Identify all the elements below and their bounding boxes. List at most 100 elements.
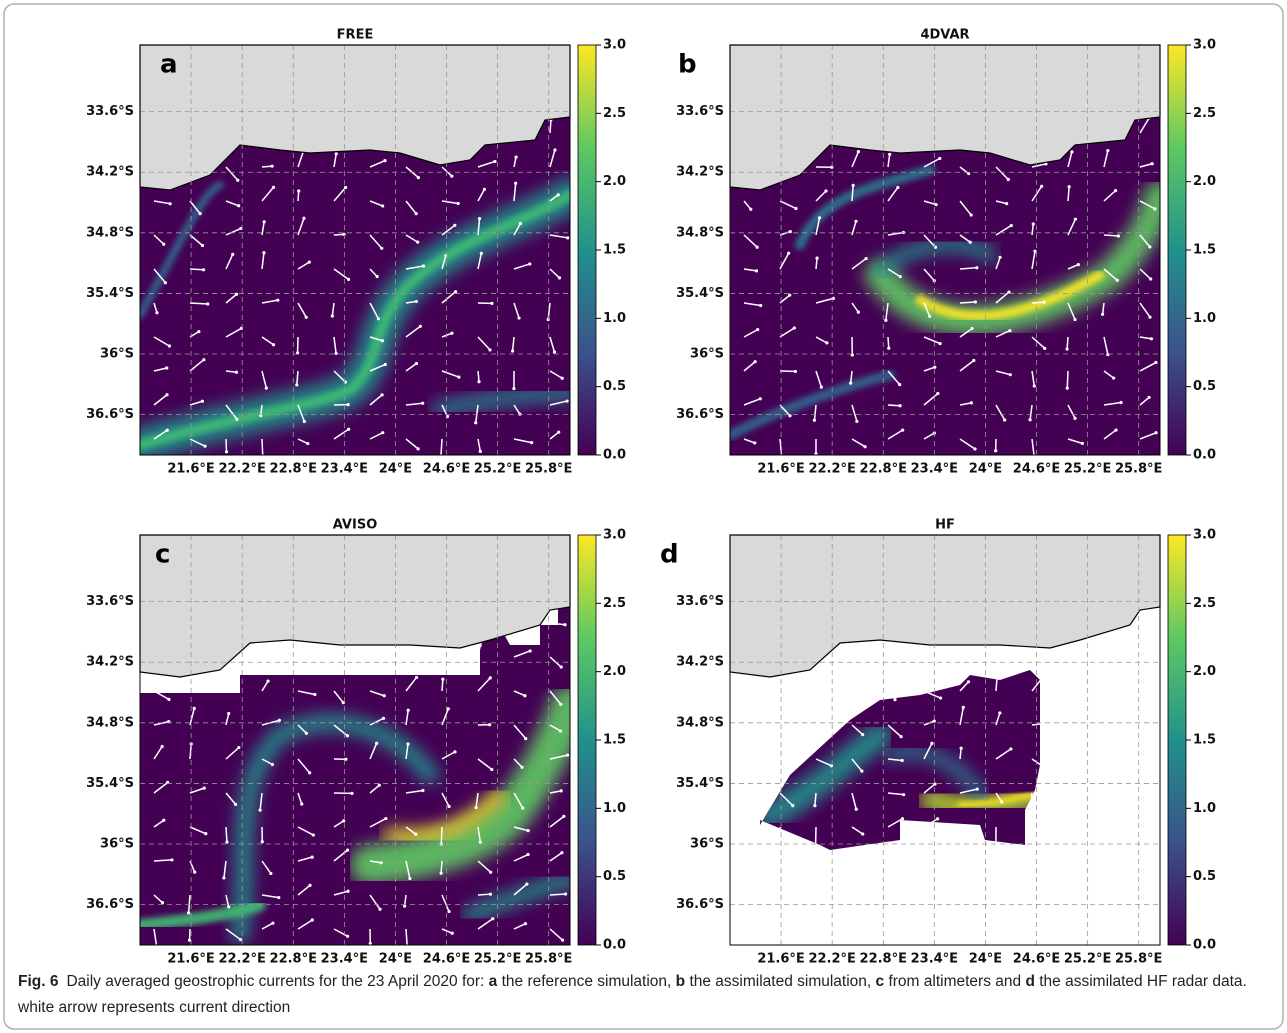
arrow-head [744, 739, 747, 742]
arrow-head [453, 290, 458, 294]
arrow [887, 724, 902, 738]
arrow [549, 431, 560, 440]
arrow [743, 398, 761, 406]
arrow-head [187, 911, 191, 915]
arrow-head [160, 901, 165, 905]
arrow-head [887, 346, 891, 350]
arrow [959, 788, 978, 794]
arrow-head [488, 676, 492, 680]
arrow-head [1149, 692, 1152, 695]
arrow-head [851, 183, 855, 187]
arrow [959, 707, 965, 726]
arrow [852, 650, 861, 657]
arrow [187, 894, 191, 913]
arrow [513, 923, 526, 930]
arrow-head [1007, 290, 1011, 294]
arrow-head [528, 649, 532, 653]
arrow [513, 826, 529, 832]
arrow [297, 919, 313, 930]
arrow-head [477, 380, 481, 384]
arrow-head [200, 399, 204, 403]
arrow-head [227, 905, 231, 909]
arrow-head [406, 708, 410, 712]
panel-letter: d [660, 540, 679, 570]
arrow [1103, 336, 1109, 355]
arrow [885, 302, 889, 321]
arrow-head [379, 861, 383, 865]
arrow-head [490, 767, 494, 772]
arrow [369, 717, 384, 726]
panel-letter: c [155, 540, 170, 570]
arrow [225, 227, 242, 236]
colorbar-tick-label: 3.0 [603, 528, 626, 543]
arrow-head [975, 655, 978, 658]
arrow-head [488, 723, 492, 727]
arrow-head [1154, 819, 1157, 822]
arrow-head [235, 417, 239, 421]
colorbar-tick-label: 1.5 [1193, 243, 1216, 258]
arrow-head [479, 251, 483, 255]
arrow [405, 300, 417, 304]
arrow [779, 230, 791, 236]
arrow [1140, 715, 1155, 725]
arrow [513, 758, 523, 768]
arrow-head [1153, 207, 1157, 211]
arrow-head [234, 370, 239, 374]
arrow [888, 929, 898, 933]
arrow [297, 792, 303, 805]
arrow-head [1154, 431, 1158, 435]
y-tick-label: 35.4°S [676, 286, 724, 301]
arrow-head [928, 314, 932, 318]
x-tick-label: 24.6°E [1013, 462, 1060, 477]
arrow [1140, 783, 1152, 793]
panel-title: AVISO [333, 518, 378, 533]
current [795, 165, 935, 250]
y-tick-label: 36°S [690, 347, 724, 362]
map-border [139, 44, 571, 456]
arrow [549, 815, 565, 828]
y-tick-label: 34.2°S [86, 655, 134, 670]
arrow-head [1005, 201, 1009, 206]
arrow [923, 432, 935, 440]
arrow-head [1065, 386, 1069, 390]
arrow-head [381, 716, 386, 720]
arrow-head [998, 711, 1002, 715]
arrow [369, 784, 380, 794]
x-tick-label: 22.8°E [270, 952, 317, 967]
arrow-head [187, 938, 192, 942]
y-tick-label: 34.2°S [86, 165, 134, 180]
arrow [1067, 302, 1076, 320]
arrow-head [1072, 803, 1075, 806]
arrow [261, 680, 269, 692]
arrow [923, 742, 933, 760]
arrow-head [1113, 189, 1118, 193]
colorbar-tick-label: 2.0 [603, 664, 626, 679]
arrow [923, 302, 931, 317]
arrow [297, 826, 314, 836]
arrow-head [271, 921, 275, 925]
arrow-head [529, 441, 534, 445]
arrow [297, 758, 311, 774]
arrow [1068, 649, 1084, 657]
arrow [513, 263, 530, 270]
arrow-head [1115, 278, 1119, 282]
arrow [513, 156, 517, 168]
arrow-head [416, 447, 420, 451]
x-tick-label: 25.2°E [1064, 462, 1111, 477]
arrow [441, 224, 456, 236]
arrow-head [1073, 317, 1077, 322]
arrow-head [225, 840, 229, 844]
arrow [1031, 301, 1045, 304]
arrow-head [899, 735, 903, 739]
arrow [369, 159, 386, 168]
arrow [549, 119, 552, 134]
arrow [1139, 234, 1151, 248]
arrow [995, 200, 1007, 205]
arrow [549, 149, 556, 168]
arrow [405, 438, 419, 450]
arrow [477, 370, 480, 382]
arrow-head [817, 216, 822, 220]
arrow [959, 826, 973, 835]
arrow-head [1149, 337, 1153, 341]
arrow-head [170, 858, 174, 862]
